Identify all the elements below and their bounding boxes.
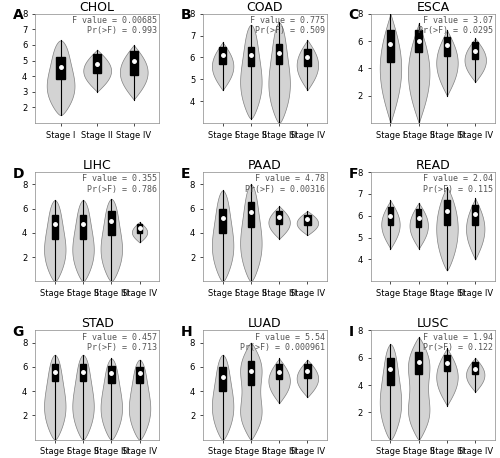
Text: C: C: [348, 8, 358, 22]
Bar: [304, 49, 310, 66]
Text: F value = 0.775
Pr(>F) = 0.509: F value = 0.775 Pr(>F) = 0.509: [250, 16, 324, 35]
Bar: [108, 365, 114, 382]
Bar: [220, 47, 226, 64]
Bar: [472, 362, 478, 374]
Title: LUSC: LUSC: [416, 317, 449, 331]
Bar: [220, 208, 226, 233]
Title: READ: READ: [416, 159, 450, 172]
Text: F value = 5.54
Pr(>F) = 0.000961: F value = 5.54 Pr(>F) = 0.000961: [240, 333, 324, 352]
Bar: [52, 215, 58, 239]
Bar: [80, 215, 86, 239]
Bar: [56, 57, 65, 79]
Bar: [388, 207, 393, 224]
Text: F value = 2.04
Pr(>F) = 0.115: F value = 2.04 Pr(>F) = 0.115: [422, 174, 492, 194]
Title: STAD: STAD: [80, 317, 114, 331]
Title: LIHC: LIHC: [83, 159, 112, 172]
Bar: [276, 365, 282, 379]
Text: F: F: [348, 167, 358, 180]
Title: CHOL: CHOL: [80, 1, 114, 14]
Bar: [387, 30, 394, 61]
Bar: [304, 215, 310, 225]
Bar: [130, 51, 138, 75]
Bar: [416, 30, 422, 52]
Bar: [248, 47, 254, 66]
Bar: [444, 37, 450, 56]
Text: F value = 0.355
Pr(>F) = 0.786: F value = 0.355 Pr(>F) = 0.786: [82, 174, 157, 194]
Title: ESCA: ESCA: [416, 1, 450, 14]
Text: F value = 1.94
Pr(>F) = 0.122: F value = 1.94 Pr(>F) = 0.122: [422, 333, 492, 352]
Text: A: A: [12, 8, 24, 22]
Bar: [80, 365, 86, 382]
Bar: [472, 43, 478, 59]
Bar: [137, 224, 142, 233]
Text: G: G: [12, 325, 24, 339]
Title: COAD: COAD: [246, 1, 283, 14]
Bar: [416, 209, 422, 227]
Bar: [108, 211, 114, 235]
Text: F value = 0.00685
Pr(>F) = 0.993: F value = 0.00685 Pr(>F) = 0.993: [72, 16, 157, 35]
Text: E: E: [180, 167, 190, 180]
Bar: [93, 55, 102, 73]
Text: B: B: [180, 8, 191, 22]
Text: H: H: [180, 325, 192, 339]
Bar: [387, 358, 394, 385]
Text: F value = 3.07
Pr(>F) = 0.0295: F value = 3.07 Pr(>F) = 0.0295: [418, 16, 492, 35]
Bar: [444, 355, 450, 371]
Bar: [52, 365, 58, 382]
Bar: [416, 352, 422, 374]
Bar: [276, 44, 282, 64]
Bar: [444, 201, 450, 224]
Bar: [248, 202, 254, 227]
Bar: [220, 367, 226, 391]
Text: I: I: [348, 325, 354, 339]
Bar: [304, 365, 310, 378]
Text: F value = 0.457
Pr(>F) = 0.713: F value = 0.457 Pr(>F) = 0.713: [82, 333, 157, 352]
Bar: [276, 211, 282, 224]
Text: D: D: [12, 167, 24, 180]
Text: F value = 4.78
Pr(>F) = 0.00316: F value = 4.78 Pr(>F) = 0.00316: [244, 174, 324, 194]
Bar: [136, 367, 143, 382]
Title: LUAD: LUAD: [248, 317, 282, 331]
Bar: [472, 205, 478, 224]
Bar: [248, 361, 254, 385]
Title: PAAD: PAAD: [248, 159, 282, 172]
